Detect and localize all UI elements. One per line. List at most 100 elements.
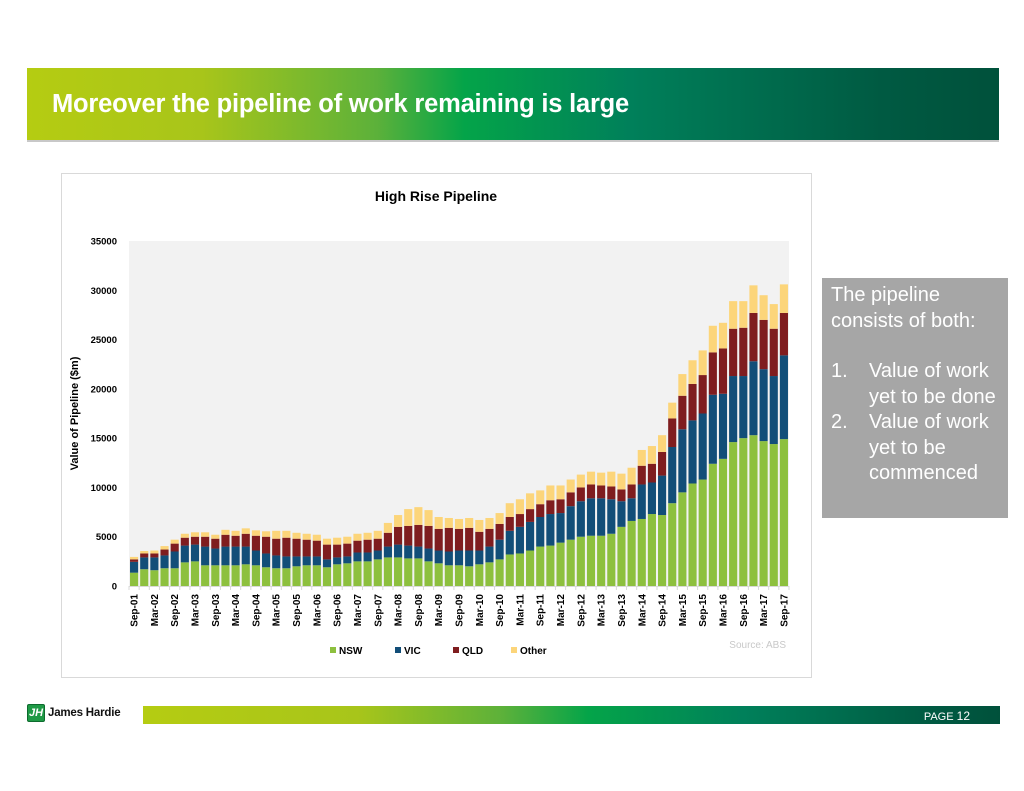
bar-other-jun-03 bbox=[201, 532, 210, 537]
bar-vic-dec-15 bbox=[708, 394, 717, 464]
bar-vic-dec-16 bbox=[749, 361, 758, 436]
bar-qld-sep-11 bbox=[536, 504, 545, 517]
bar-qld-sep-05 bbox=[292, 538, 301, 557]
bar-other-sep-03 bbox=[211, 534, 220, 539]
bar-qld-jun-10 bbox=[485, 528, 494, 547]
bar-nsw-mar-02 bbox=[150, 570, 159, 586]
list-number: 1. bbox=[831, 360, 848, 382]
x-tick-label: Mar-07 bbox=[353, 594, 364, 627]
x-tick-label: Mar-08 bbox=[394, 594, 405, 627]
bar-qld-sep-15 bbox=[698, 375, 707, 414]
y-tick-label: 25000 bbox=[91, 335, 117, 346]
page-title: Moreover the pipeline of work remaining … bbox=[52, 90, 630, 118]
bar-other-sep-05 bbox=[292, 532, 301, 539]
bar-other-dec-10 bbox=[505, 503, 514, 517]
bar-vic-sep-05 bbox=[292, 556, 301, 567]
bar-nsw-mar-08 bbox=[394, 557, 403, 586]
bar-nsw-jun-09 bbox=[444, 565, 453, 586]
bar-nsw-dec-16 bbox=[749, 435, 758, 586]
bar-nsw-sep-07 bbox=[373, 559, 382, 586]
x-tick-label: Mar-15 bbox=[678, 594, 689, 627]
bar-qld-sep-07 bbox=[373, 538, 382, 551]
bar-qld-dec-05 bbox=[302, 539, 311, 557]
bar-nsw-sep-09 bbox=[454, 565, 464, 586]
james-hardie-logo: JH James Hardie bbox=[27, 704, 121, 722]
bar-other-sep-12 bbox=[576, 474, 585, 488]
bar-other-jun-15 bbox=[688, 360, 697, 384]
bar-qld-mar-13 bbox=[597, 485, 606, 499]
bar-nsw-sep-03 bbox=[211, 565, 220, 586]
bar-qld-sep-03 bbox=[211, 538, 220, 549]
y-axis-label: Value of Pipeline ($m) bbox=[69, 356, 81, 470]
bar-nsw-sep-05 bbox=[292, 566, 301, 586]
bar-vic-jun-15 bbox=[688, 420, 697, 484]
x-tick-label: Sep-16 bbox=[739, 594, 750, 627]
bar-qld-dec-09 bbox=[465, 527, 474, 551]
bar-vic-jun-13 bbox=[607, 499, 616, 534]
bar-other-sep-17 bbox=[779, 284, 788, 313]
bar-vic-sep-11 bbox=[536, 517, 545, 547]
x-tick-label: Sep-11 bbox=[536, 594, 547, 627]
bar-qld-dec-01 bbox=[140, 553, 149, 558]
bar-other-dec-11 bbox=[546, 485, 555, 501]
bar-nsw-dec-05 bbox=[302, 565, 311, 586]
x-tick-label: Sep-15 bbox=[698, 594, 709, 627]
x-tick-label: Sep-07 bbox=[373, 594, 384, 627]
x-tick-label: Mar-16 bbox=[719, 594, 730, 627]
bar-nsw-mar-07 bbox=[353, 561, 362, 586]
bar-nsw-jun-12 bbox=[566, 539, 575, 586]
bar-nsw-jun-06 bbox=[322, 567, 332, 586]
bar-other-mar-08 bbox=[394, 515, 403, 527]
y-tick-label: 10000 bbox=[91, 483, 117, 494]
bar-vic-sep-14 bbox=[658, 475, 667, 516]
bar-qld-mar-07 bbox=[353, 540, 362, 553]
bar-other-dec-13 bbox=[627, 467, 636, 485]
bar-vic-dec-07 bbox=[383, 546, 392, 558]
bar-other-jun-11 bbox=[526, 493, 535, 510]
bar-vic-dec-08 bbox=[424, 548, 433, 562]
bar-other-dec-01 bbox=[140, 551, 149, 554]
bar-nsw-sep-12 bbox=[576, 536, 585, 586]
bar-other-sep-16 bbox=[739, 301, 748, 328]
bar-qld-sep-04 bbox=[251, 535, 260, 551]
bar-nsw-mar-14 bbox=[637, 518, 646, 586]
bar-nsw-jun-02 bbox=[160, 568, 169, 586]
bar-other-jun-12 bbox=[566, 479, 575, 493]
bar-qld-sep-13 bbox=[617, 489, 626, 502]
bar-vic-mar-17 bbox=[759, 369, 768, 442]
bar-qld-sep-16 bbox=[739, 327, 748, 377]
bar-qld-mar-04 bbox=[231, 535, 240, 547]
bar-vic-mar-13 bbox=[597, 498, 606, 536]
bar-other-mar-04 bbox=[231, 530, 240, 536]
bar-vic-sep-13 bbox=[617, 501, 626, 527]
title-underline bbox=[27, 140, 999, 142]
bar-other-mar-14 bbox=[637, 449, 646, 466]
bar-nsw-mar-04 bbox=[231, 565, 240, 586]
list-text: Value of work yet to be done bbox=[869, 360, 996, 408]
x-tick-label: Sep-12 bbox=[576, 594, 587, 627]
bar-nsw-jun-05 bbox=[282, 568, 291, 586]
bar-nsw-mar-06 bbox=[312, 565, 321, 586]
bar-nsw-jun-04 bbox=[241, 564, 250, 586]
bar-nsw-sep-10 bbox=[495, 559, 504, 586]
side-note-list: 1. Value of work yet to be done 2. Value o… bbox=[831, 359, 1008, 487]
source-note: Source: ABS bbox=[729, 640, 786, 651]
bar-vic-mar-14 bbox=[637, 484, 646, 519]
bar-vic-jun-09 bbox=[444, 551, 453, 566]
legend-swatch-qld bbox=[453, 647, 459, 653]
bar-other-dec-03 bbox=[221, 529, 230, 535]
bar-other-dec-05 bbox=[302, 533, 311, 540]
bar-vic-dec-09 bbox=[465, 550, 474, 567]
bar-other-mar-15 bbox=[678, 374, 687, 396]
bar-qld-jun-09 bbox=[444, 527, 453, 552]
bar-qld-mar-12 bbox=[556, 499, 565, 514]
bar-qld-jun-04 bbox=[241, 533, 250, 547]
bar-qld-sep-08 bbox=[414, 524, 423, 547]
bar-other-sep-07 bbox=[373, 530, 382, 539]
page-number: PAGE 12 bbox=[924, 709, 970, 723]
x-tick-label: Sep-10 bbox=[495, 594, 506, 627]
bar-nsw-jun-16 bbox=[729, 442, 738, 586]
x-tick-label: Sep-17 bbox=[779, 594, 790, 627]
bar-nsw-dec-02 bbox=[180, 562, 189, 586]
bar-qld-dec-15 bbox=[708, 352, 717, 395]
